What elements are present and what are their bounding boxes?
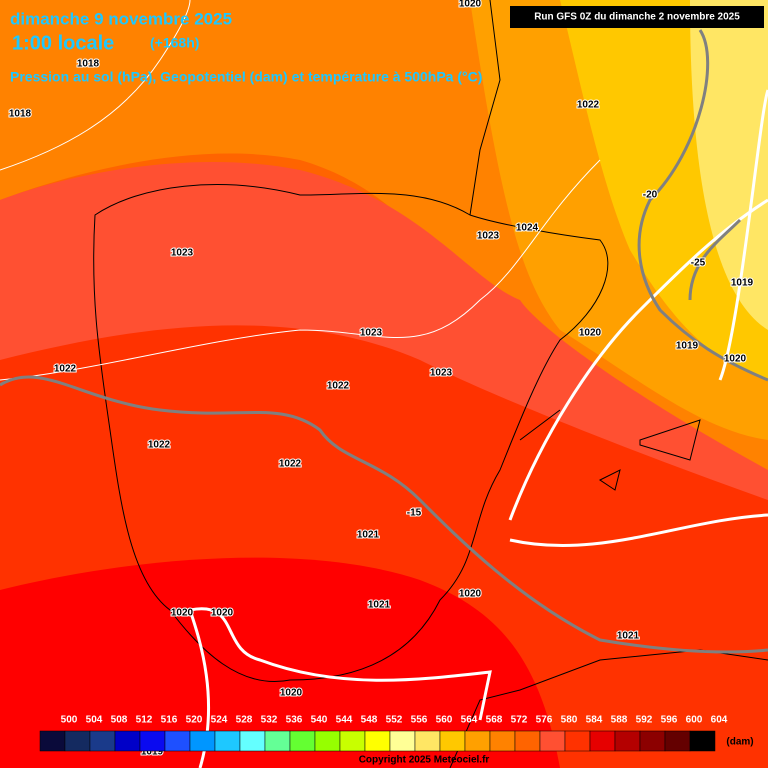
colorbar-label: 584 [586,715,603,726]
pressure-label: -25 [691,258,706,269]
pressure-label: 1023 [171,248,194,259]
colorbar-swatch [564,730,591,752]
colorbar-label: 544 [336,715,353,726]
pressure-label: 1020 [211,608,234,619]
band [0,557,560,768]
colorbar-label: 560 [436,715,453,726]
pressure-label: 1023 [477,231,500,242]
run-info: Run GFS 0Z du dimanche 2 novembre 2025 [534,12,740,23]
colorbar-label: 588 [611,715,628,726]
pressure-label: 1020 [459,0,482,10]
colorbar-label: 568 [486,715,503,726]
colorbar-swatch [189,730,216,752]
colorbar-swatch [439,730,466,752]
isotherms [0,29,768,654]
colorbar-swatch [514,730,541,752]
run-box [510,6,764,28]
colorbar-label: 600 [686,715,703,726]
title: dimanche 9 novembre 2025 [10,9,232,28]
colorbar-label: 508 [111,715,128,726]
pressure-label: 1020 [171,608,194,619]
colorbar-label: 572 [511,715,528,726]
colorbar-swatch [639,730,666,752]
colorbar-swatch [389,730,416,752]
colorbar-swatch [339,730,366,752]
pressure-label: -15 [407,508,422,519]
colorbar-swatch [39,730,66,752]
pressure-label: 1022 [279,459,302,470]
colorbar-swatch [64,730,91,752]
colorbar-swatch [89,730,116,752]
colorbar-label: 536 [286,715,303,726]
colorbar-label: 520 [186,715,203,726]
colorbar-label: 596 [661,715,678,726]
colorbar-swatch [539,730,566,752]
colorbar-label: 552 [386,715,403,726]
colorbar-label: 576 [536,715,553,726]
colorbar-swatch [164,730,191,752]
colorbar-swatch [614,730,641,752]
colorbar-swatch [589,730,616,752]
pressure-label: 1018 [9,109,32,120]
colorbar-unit: (dam) [726,737,753,748]
pressure-label: 1022 [148,440,171,451]
band [690,0,768,330]
pressure-label: 1019 [676,341,699,352]
colorbar-swatch [214,730,241,752]
colorbar: 500 504 508 512 516 520 524 528 532 536 540 544 548 5… [39,715,728,752]
pressure-label: 1019 [731,278,754,289]
colorbar-swatch [289,730,316,752]
colorbar-swatch [314,730,341,752]
pressure-label: 1021 [357,530,380,541]
pressure-label: 1020 [280,688,303,699]
colorbar-label: 516 [161,715,178,726]
colorbar-swatch [114,730,141,752]
colorbar-label: 528 [236,715,253,726]
pressure-label: 1020 [459,589,482,600]
pressure-label: 1022 [577,100,600,111]
colorbar-label: 512 [136,715,153,726]
subtitle: Pression au sol (hPa), Geopotentiel (dam… [10,69,482,85]
colorbar-swatch [689,730,716,752]
pressure-label: -20 [643,190,658,201]
pressure-label: 1021 [617,631,640,642]
colorbar-label: 604 [711,715,728,726]
colorbar-swatch [139,730,166,752]
pressure-label: 1023 [430,368,453,379]
colorbar-label: 524 [211,715,228,726]
pressure-label: 1018 [77,59,100,70]
colorbar-swatch [489,730,516,752]
colorbar-label: 504 [86,715,103,726]
colorbar-label: 540 [311,715,328,726]
colorbar-swatch [239,730,266,752]
pressure-label: 1020 [724,354,747,365]
pressure-label: 1022 [327,381,350,392]
colorbar-label: 580 [561,715,578,726]
time: 1:00 locale [12,32,114,54]
offset: (+168h) [150,35,199,51]
pressure-label: 1024 [516,223,539,234]
colorbar-label: 592 [636,715,653,726]
pressure-label: 1020 [579,328,602,339]
colorbar-swatch [364,730,391,752]
pressure-label: 1021 [368,600,391,611]
colorbar-swatch [414,730,441,752]
colorbar-swatch [464,730,491,752]
pressure-label: 1023 [360,328,383,339]
colorbar-swatch [264,730,291,752]
colorbar-label: 548 [361,715,378,726]
colorbar-label: 556 [411,715,428,726]
copyright: Copyright 2025 Meteociel.fr [359,755,490,766]
colorbar-label: 564 [461,715,478,726]
colorbar-label: 532 [261,715,278,726]
colorbar-swatch [664,730,691,752]
pressure-label: 1022 [54,364,77,375]
colorbar-label: 500 [61,715,78,726]
